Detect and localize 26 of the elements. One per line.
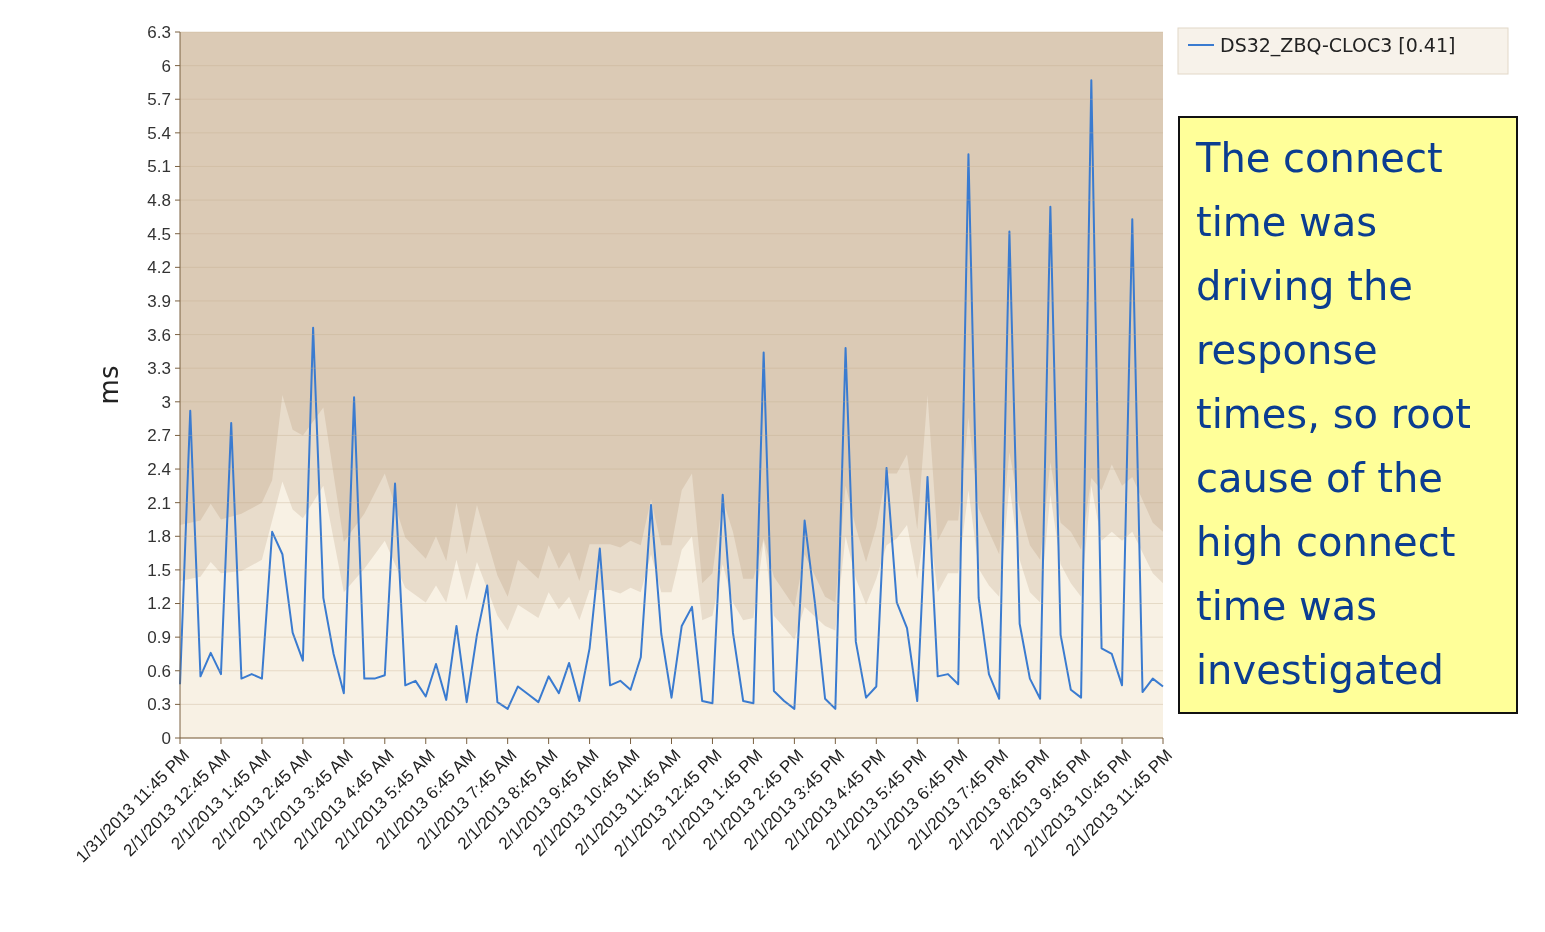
y-tick-label: 0.3 [147,695,171,715]
y-tick-label: 1.5 [147,560,171,580]
text: The connect time was driving the response times, so root cause of the high connect time was investigated [1196,135,1471,693]
line-series [179,79,1164,710]
y-tick-label: 3.9 [147,291,171,311]
y-tick-label: 3.3 [147,359,171,379]
y-tick-label: 1.8 [147,527,171,547]
legend-label: DS32_ZBQ-CLOC3 [0.41] [1220,34,1456,57]
y-tick-label: 3.6 [147,325,171,345]
y-tick-label: 4.8 [147,191,171,211]
y-tick-label: 0.9 [147,628,171,648]
y-tick-label: 6.3 [147,22,171,42]
y-tick-label: 2.1 [147,493,171,513]
y-tick-label: 1.2 [147,594,171,614]
y-tick-label: 3 [161,392,171,412]
y-tick-label: 6 [161,56,171,76]
y-tick-label: 5.7 [147,90,171,110]
y-tick-label: 4.2 [147,258,171,278]
y-tick-label: 0 [161,728,171,748]
y-tick-label: 2.4 [147,460,171,479]
y-tick-label: 0.6 [147,661,171,681]
y-tick-label: 2.7 [147,426,171,446]
y-axis-title: ms [94,365,124,405]
y-tick-label: 5.1 [147,157,171,177]
y-tick-label: 4.5 [147,224,171,244]
y-tick-label: 5.4 [147,123,171,143]
